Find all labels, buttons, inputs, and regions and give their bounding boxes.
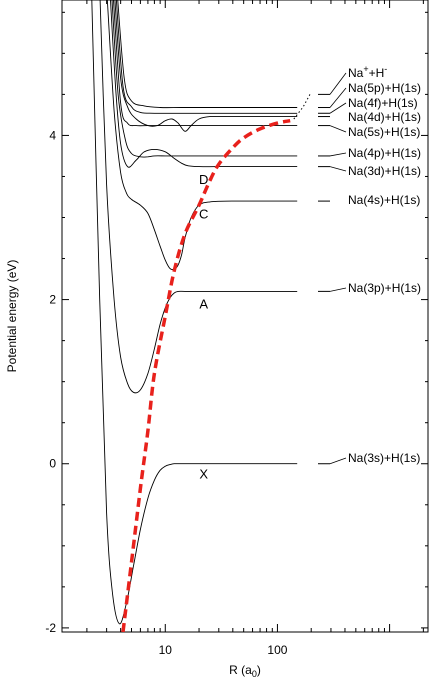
asymptote-label-part: - [384, 64, 387, 74]
asymptote-label: Na(5p)+H(1s) [348, 81, 421, 95]
ionic-continuation-dots [293, 94, 311, 120]
label-leader-line [329, 287, 347, 292]
asymptote-label-part: Na [348, 66, 364, 80]
plot-frame [61, 0, 429, 633]
asymptote-label-part: + [363, 64, 368, 74]
curve-na-5p [117, 0, 298, 109]
curve-na-4p [111, 0, 298, 158]
y-tick-label: 4 [49, 128, 56, 142]
label-leader-line [329, 102, 347, 114]
x-tick-label: 100 [267, 643, 287, 657]
axis-ticks: -2 0 2 4 10 100 [45, 0, 428, 657]
label-leader-line [329, 125, 347, 133]
labels-group: Na(3s)+H(1s) Na(3p)+H(1s) Na(4s)+H(1s) Na(3… [199, 64, 421, 482]
curve-na-4f [115, 0, 298, 114]
curve-c [106, 0, 298, 271]
curve-a [99, 0, 298, 394]
asymptote-label: Na(3s)+H(1s) [348, 451, 420, 465]
state-label-d: D [199, 172, 208, 187]
asymptote-label: Na++H- [348, 64, 387, 80]
state-label-a: A [199, 297, 208, 312]
asymptote-label-part: +H [369, 66, 385, 80]
curves-group [91, 0, 311, 632]
label-leader-line [329, 87, 347, 108]
curve-d [110, 0, 298, 168]
ionic-curve-dashed [121, 118, 291, 632]
asymptote-group [318, 72, 347, 465]
y-tick-label: 2 [49, 293, 56, 307]
label-leader-line [329, 166, 347, 172]
curve-na-5s [113, 0, 298, 127]
y-axis-label: Potential energy (eV) [5, 260, 19, 373]
x-tick-label: 10 [159, 643, 173, 657]
curve-x [91, 0, 298, 625]
asymptote-label: Na(4d)+H(1s) [348, 110, 421, 124]
asymptote-label: Na(3p)+H(1s) [348, 281, 421, 295]
asymptote-label: Na(3d)+H(1s) [348, 164, 421, 178]
asymptote-label: Na(4s)+H(1s) [348, 193, 420, 207]
label-leader-line [329, 72, 347, 95]
y-tick-label: -2 [45, 621, 56, 635]
asymptote-label: Na(4p)+H(1s) [348, 146, 421, 160]
curve-na-4d [114, 0, 298, 132]
label-leader-line [329, 152, 347, 157]
label-leader-line [329, 457, 347, 465]
x-axis-label: R (a0) [229, 663, 261, 679]
y-tick-label: 0 [49, 457, 56, 471]
asymptote-label: Na(4f)+H(1s) [348, 96, 418, 110]
state-label-c: C [199, 206, 208, 221]
state-label-x: X [199, 467, 208, 482]
asymptote-label: Na(5s)+H(1s) [348, 125, 420, 139]
